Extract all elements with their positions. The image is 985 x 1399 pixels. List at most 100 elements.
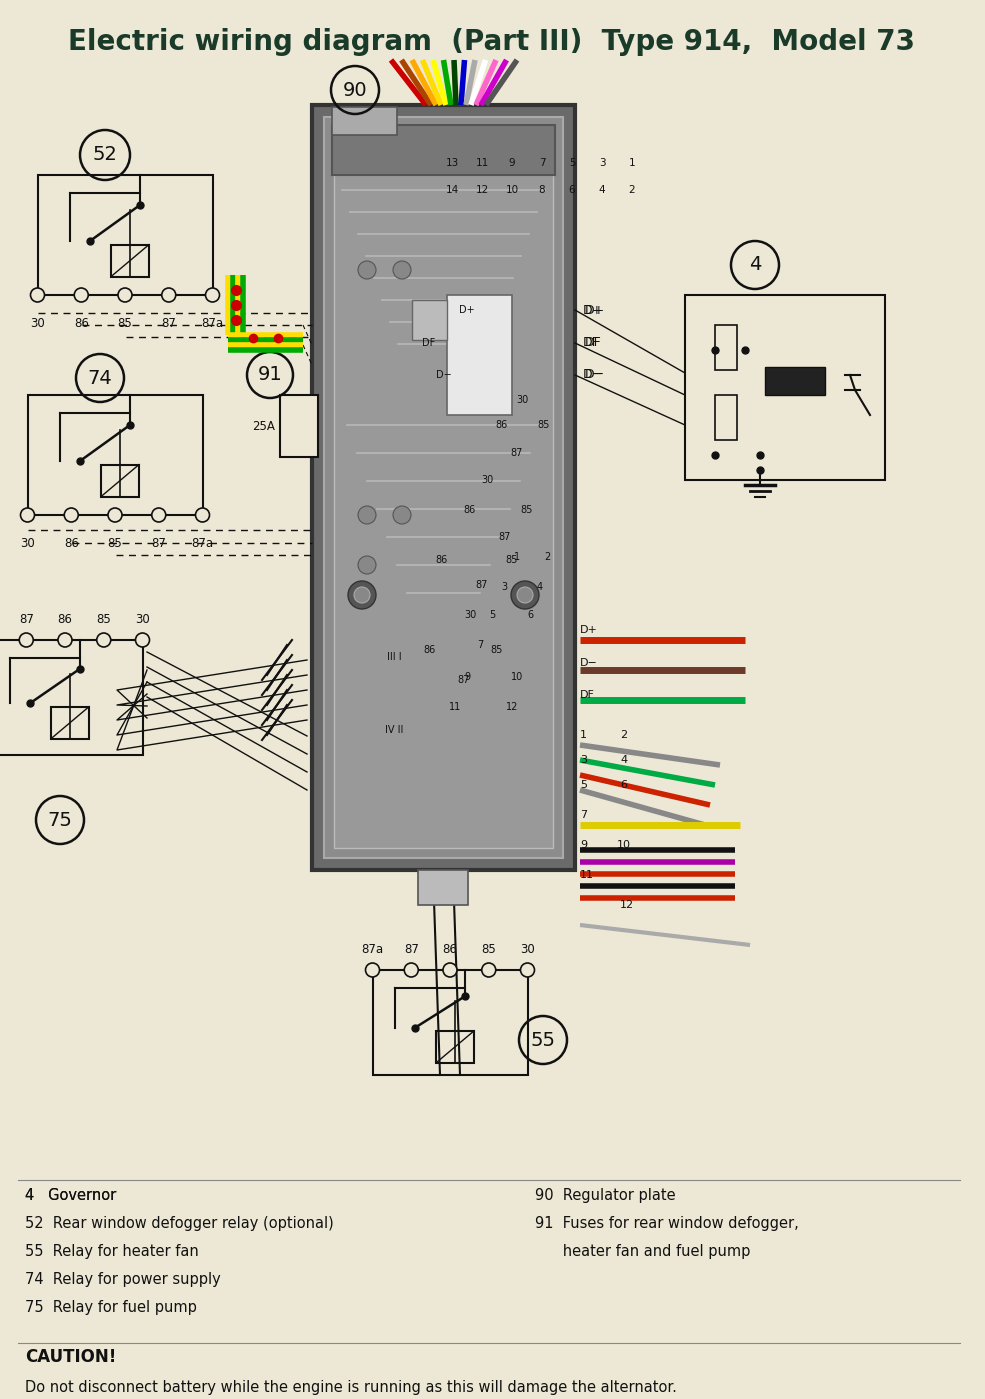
Bar — [715, 395, 737, 441]
Bar — [324, 118, 563, 858]
Bar — [412, 299, 447, 340]
Circle shape — [74, 288, 89, 302]
Text: 10: 10 — [617, 839, 631, 851]
Circle shape — [162, 288, 175, 302]
Text: 9: 9 — [580, 839, 587, 851]
Text: DF: DF — [580, 690, 595, 700]
Text: 30: 30 — [31, 318, 45, 330]
Text: 1: 1 — [628, 158, 635, 168]
Text: 11: 11 — [476, 158, 489, 168]
Bar — [280, 395, 318, 457]
Bar — [436, 1031, 474, 1063]
Text: 9: 9 — [464, 672, 470, 681]
Text: D+: D+ — [583, 304, 603, 316]
Circle shape — [404, 963, 419, 977]
Text: 4: 4 — [620, 755, 627, 765]
Text: 85: 85 — [506, 555, 518, 565]
Text: 86: 86 — [436, 555, 448, 565]
Circle shape — [511, 581, 539, 609]
Circle shape — [520, 963, 535, 977]
Text: 30: 30 — [464, 610, 476, 620]
Circle shape — [58, 632, 72, 646]
Text: 86: 86 — [495, 420, 508, 429]
Circle shape — [152, 508, 165, 522]
Text: 5: 5 — [489, 610, 495, 620]
Text: D+: D+ — [580, 625, 598, 635]
Circle shape — [393, 262, 411, 278]
Text: 85: 85 — [482, 943, 496, 956]
Text: 4: 4 — [749, 256, 761, 274]
Text: 86: 86 — [464, 505, 476, 515]
Text: 87a: 87a — [361, 943, 383, 956]
Text: 87: 87 — [19, 613, 33, 625]
Text: 86: 86 — [64, 537, 79, 550]
Text: 75: 75 — [47, 810, 73, 830]
Bar — [372, 970, 528, 1074]
Text: IV II: IV II — [385, 725, 403, 734]
Text: 90: 90 — [343, 81, 367, 99]
Text: 91  Fuses for rear window defogger,: 91 Fuses for rear window defogger, — [535, 1216, 799, 1231]
Text: Electric wiring diagram  (Part III)  Type 914,  Model 73: Electric wiring diagram (Part III) Type … — [69, 28, 915, 56]
Text: 30: 30 — [135, 613, 150, 625]
Text: 9: 9 — [508, 158, 515, 168]
Circle shape — [21, 508, 34, 522]
Text: 87a: 87a — [202, 318, 224, 330]
Circle shape — [482, 963, 495, 977]
Text: 87: 87 — [152, 537, 166, 550]
Text: 87: 87 — [404, 943, 419, 956]
Text: 55: 55 — [531, 1031, 556, 1049]
Text: 3: 3 — [501, 582, 507, 592]
Text: 7: 7 — [580, 810, 587, 820]
Text: 6: 6 — [568, 185, 575, 194]
Text: DF: DF — [585, 337, 602, 350]
Circle shape — [358, 262, 376, 278]
Text: 85: 85 — [521, 505, 533, 515]
Circle shape — [358, 555, 376, 574]
Text: 12: 12 — [620, 900, 634, 909]
Text: DF: DF — [423, 339, 435, 348]
Text: 55  Relay for heater fan: 55 Relay for heater fan — [25, 1244, 199, 1259]
Text: 2: 2 — [620, 730, 627, 740]
Text: 30: 30 — [516, 395, 528, 404]
Text: 5: 5 — [580, 781, 587, 790]
Circle shape — [195, 508, 210, 522]
Bar — [685, 295, 885, 480]
Text: 5: 5 — [568, 158, 575, 168]
Text: 14: 14 — [445, 185, 459, 194]
Text: 86: 86 — [424, 645, 436, 655]
Text: D−: D− — [436, 369, 452, 381]
Circle shape — [64, 508, 78, 522]
Text: 8: 8 — [539, 185, 546, 194]
Text: 3: 3 — [599, 158, 606, 168]
Text: 52  Rear window defogger relay (optional): 52 Rear window defogger relay (optional) — [25, 1216, 334, 1231]
Text: 87: 87 — [458, 674, 470, 686]
Text: 1: 1 — [514, 553, 520, 562]
Text: D−: D− — [583, 368, 603, 382]
Circle shape — [365, 963, 379, 977]
Bar — [28, 395, 203, 515]
Text: 86: 86 — [442, 943, 457, 956]
Text: 7: 7 — [539, 158, 546, 168]
Text: 6: 6 — [620, 781, 627, 790]
Text: 87: 87 — [511, 448, 523, 457]
Text: 85: 85 — [97, 613, 111, 625]
Text: 90  Regulator plate: 90 Regulator plate — [535, 1188, 676, 1203]
Circle shape — [136, 632, 150, 646]
Text: D+: D+ — [459, 305, 475, 315]
Bar — [418, 870, 468, 905]
Bar — [37, 175, 213, 295]
Text: DF: DF — [583, 337, 600, 350]
Circle shape — [354, 588, 370, 603]
Text: 85: 85 — [491, 645, 503, 655]
Text: Do not disconnect battery while the engine is running as this will damage the al: Do not disconnect battery while the engi… — [25, 1379, 677, 1395]
Circle shape — [97, 632, 110, 646]
Bar — [51, 706, 89, 739]
Text: 86: 86 — [57, 613, 73, 625]
Text: 2: 2 — [544, 553, 551, 562]
Text: 6: 6 — [527, 610, 533, 620]
Circle shape — [108, 508, 122, 522]
Circle shape — [206, 288, 220, 302]
Text: 87a: 87a — [191, 537, 214, 550]
Text: 4   Governor: 4 Governor — [25, 1188, 116, 1203]
Bar — [111, 245, 149, 277]
